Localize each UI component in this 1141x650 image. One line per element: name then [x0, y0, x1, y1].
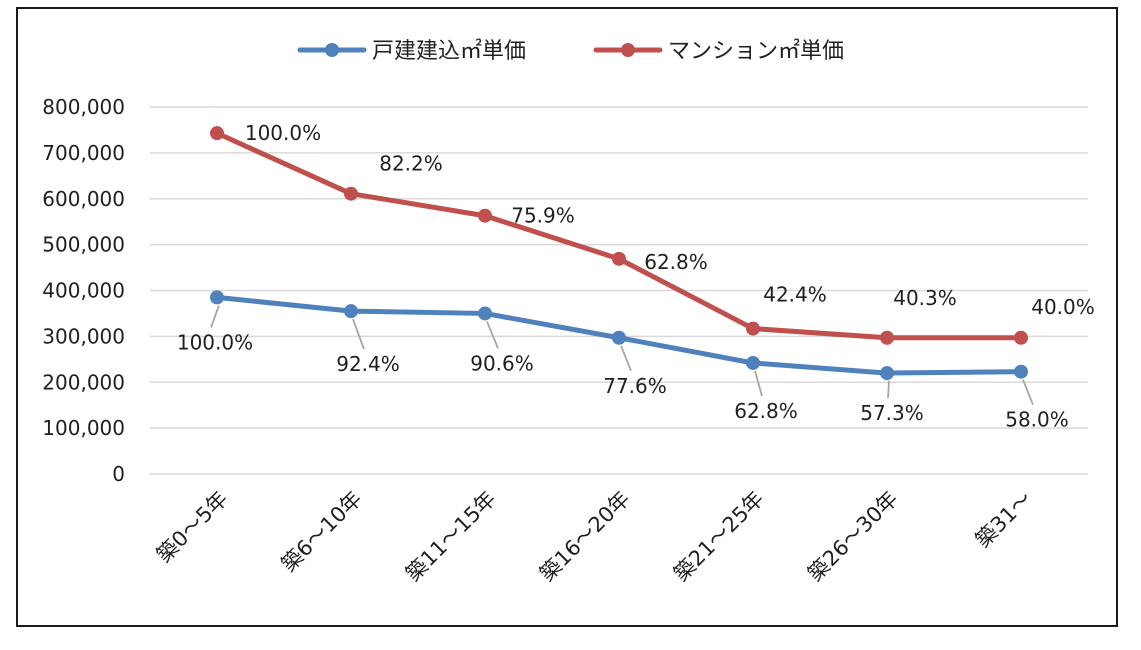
- data-point: [344, 186, 358, 201]
- data-point: [746, 355, 760, 370]
- y-tick-label: 200,000: [42, 370, 125, 394]
- legend-swatch-marker: [325, 43, 339, 57]
- data-labels: 100.0% 92.4% 90.6% 77.6% 62.8% 57.3% 58.0% 100.…: [177, 121, 1095, 432]
- legend-swatch-marker: [621, 43, 635, 57]
- data-point: [210, 126, 224, 141]
- data-label: 100.0%: [177, 330, 253, 354]
- data-label: 42.4%: [763, 283, 827, 307]
- leader-line: [620, 345, 632, 372]
- leader-line: [887, 381, 890, 399]
- series-points: [210, 126, 1028, 381]
- x-category-label: 築31～: [971, 487, 1037, 553]
- y-tick-label: 700,000: [42, 141, 125, 165]
- x-category-label: 築26～30年: [803, 487, 902, 586]
- x-category-label: 築16～20年: [535, 487, 634, 586]
- data-label: 58.0%: [1005, 408, 1069, 432]
- data-label: 82.2%: [379, 152, 443, 176]
- data-label: 90.6%: [470, 351, 534, 375]
- x-category-label: 築11～15年: [401, 487, 500, 586]
- leader-line: [352, 318, 365, 350]
- data-label: 62.8%: [734, 399, 798, 423]
- data-point: [880, 366, 894, 381]
- data-label: 62.8%: [644, 250, 708, 274]
- data-point: [1014, 364, 1028, 379]
- leader-line: [486, 321, 499, 349]
- data-label: 75.9%: [511, 204, 575, 228]
- y-tick-label: 0: [112, 462, 125, 486]
- data-label: 40.0%: [1031, 295, 1095, 319]
- legend-label: マンション㎡単価: [668, 38, 844, 64]
- data-point: [478, 306, 492, 321]
- leader-line: [754, 370, 763, 397]
- x-axis-category-labels: 築0～5年 築6～10年 築11～15年 築16～20年 築21～25年 築26～30年 築…: [152, 487, 1036, 586]
- y-tick-label: 800,000: [42, 95, 125, 119]
- data-point: [344, 304, 358, 319]
- data-point: [1014, 330, 1028, 345]
- chart-frame: [16, 7, 1118, 627]
- y-axis-tick-labels: 0 100,000 200,000 300,000 400,000 500,000 600,…: [42, 95, 125, 486]
- y-tick-label: 100,000: [42, 416, 125, 440]
- y-tick-label: 400,000: [42, 279, 125, 303]
- data-label: 100.0%: [245, 121, 321, 145]
- y-tick-label: 500,000: [42, 233, 125, 257]
- data-label: 77.6%: [603, 374, 667, 398]
- data-point: [478, 208, 492, 223]
- x-category-label: 築21～25年: [669, 487, 768, 586]
- data-label: 92.4%: [336, 352, 400, 376]
- data-label: 57.3%: [860, 401, 924, 425]
- data-label-leader-lines: [210, 305, 1034, 406]
- y-tick-label: 300,000: [42, 324, 125, 348]
- data-point: [612, 251, 626, 266]
- x-category-label: 築6～10年: [277, 487, 367, 577]
- legend-label: 戸建建込㎡単価: [372, 38, 526, 64]
- data-point: [746, 321, 760, 336]
- y-tick-label: 600,000: [42, 187, 125, 211]
- legend: 戸建建込㎡単価 マンション㎡単価: [297, 38, 844, 64]
- x-category-label: 築0～5年: [152, 487, 232, 567]
- data-point: [210, 290, 224, 305]
- leader-line: [1022, 379, 1034, 406]
- data-point: [612, 330, 626, 345]
- leader-line: [210, 305, 220, 328]
- data-label: 40.3%: [893, 286, 957, 310]
- data-point: [880, 330, 894, 345]
